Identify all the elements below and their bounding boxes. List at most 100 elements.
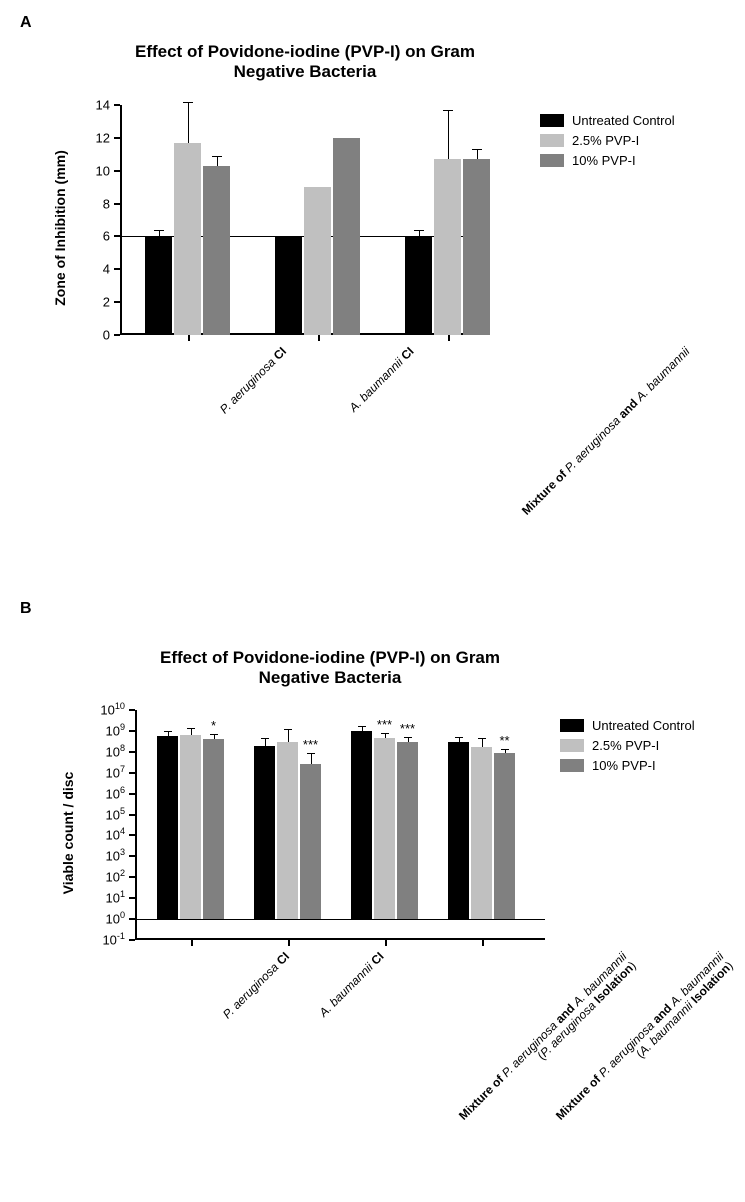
bar — [157, 736, 178, 919]
x-tick — [318, 335, 320, 341]
panel-a-title: Effect of Povidone-iodine (PVP-I) on Gra… — [95, 42, 515, 81]
y-tick — [114, 301, 120, 303]
panel-b-ylabel: Viable count / disc — [60, 772, 76, 895]
bar — [351, 731, 372, 919]
significance-annotation: * — [211, 718, 216, 733]
y-tick — [129, 834, 135, 836]
bar — [463, 159, 490, 335]
error-cap — [284, 729, 292, 730]
bar — [174, 143, 201, 335]
bar — [180, 735, 201, 919]
legend-swatch-lightgray — [540, 134, 564, 147]
error-bar — [191, 728, 192, 735]
panel-a-y-axis — [120, 105, 122, 335]
panel-b-x-axis — [135, 938, 545, 940]
error-bar — [217, 156, 218, 166]
error-cap — [154, 230, 164, 231]
y-tick-label: 101 — [105, 891, 125, 906]
legend-swatch-gray-b — [560, 759, 584, 772]
legend-label-untreated: Untreated Control — [572, 113, 675, 128]
x-tick-label: Mixture of P. aeruginosa and A. baumanni… — [519, 345, 691, 517]
legend-item-pvp25: 2.5% PVP-I — [540, 130, 675, 150]
panel-a-title-line2: Negative Bacteria — [234, 62, 377, 81]
y-tick — [114, 137, 120, 139]
legend-label-untreated-b: Untreated Control — [592, 718, 695, 733]
error-bar — [288, 729, 289, 743]
legend-label-pvp10-b: 10% PVP-I — [592, 758, 656, 773]
x-tick-label: A. baumannii CI — [347, 345, 416, 414]
x-tick-label: A. baumannii CI — [317, 950, 386, 1019]
panel-a-legend: Untreated Control 2.5% PVP-I 10% PVP-I — [540, 110, 675, 170]
bar — [275, 236, 302, 335]
legend-swatch-black-b — [560, 719, 584, 732]
error-cap — [212, 156, 222, 157]
reference-line — [135, 919, 545, 920]
y-tick-label: 107 — [105, 765, 125, 780]
y-tick — [129, 772, 135, 774]
error-cap — [210, 734, 218, 735]
bar — [254, 746, 275, 920]
y-tick-label: 10-1 — [102, 933, 125, 948]
error-cap — [501, 749, 509, 750]
y-tick-label: 105 — [105, 807, 125, 822]
error-cap — [187, 728, 195, 729]
y-tick — [114, 170, 120, 172]
y-tick-label: 12 — [96, 130, 110, 145]
x-tick — [448, 335, 450, 341]
significance-annotation: *** — [303, 737, 318, 752]
panel-b-title-line1: Effect of Povidone-iodine (PVP-I) on Gra… — [160, 648, 500, 667]
y-tick — [129, 730, 135, 732]
y-tick-label: 108 — [105, 744, 125, 759]
x-tick — [482, 940, 484, 946]
error-cap — [261, 738, 269, 739]
panel-b-title-line2: Negative Bacteria — [259, 668, 402, 687]
x-tick-label: P. aeruginosa CI — [217, 345, 288, 416]
legend-item-pvp10: 10% PVP-I — [540, 150, 675, 170]
y-tick-label: 109 — [105, 723, 125, 738]
bar — [145, 236, 172, 335]
y-tick-label: 14 — [96, 98, 110, 113]
y-tick — [129, 751, 135, 753]
x-tick-label: Mixture of P. aeruginosa and A. baumanni… — [456, 950, 637, 1131]
y-tick-label: 100 — [105, 912, 125, 927]
panel-b-legend: Untreated Control 2.5% PVP-I 10% PVP-I — [560, 715, 695, 775]
y-tick-label: 10 — [96, 163, 110, 178]
bar — [494, 753, 515, 919]
legend-item-untreated: Untreated Control — [540, 110, 675, 130]
x-tick-label: Mixture of P. aeruginosa and A. baumanni… — [553, 950, 734, 1131]
legend-label-pvp25-b: 2.5% PVP-I — [592, 738, 659, 753]
x-tick — [191, 940, 193, 946]
panel-a-ylabel: Zone of Inhibition (mm) — [52, 150, 68, 306]
y-tick — [129, 814, 135, 816]
error-cap — [443, 110, 453, 111]
significance-annotation: ** — [499, 733, 509, 748]
y-tick — [114, 268, 120, 270]
bar — [471, 747, 492, 920]
bar — [304, 187, 331, 335]
panel-a-plot: 02468101214P. aeruginosa CIA. baumannii … — [120, 105, 490, 335]
bar — [434, 159, 461, 335]
x-tick — [288, 940, 290, 946]
legend-swatch-lightgray-b — [560, 739, 584, 752]
y-tick — [129, 897, 135, 899]
bar — [203, 166, 230, 335]
error-cap — [307, 753, 315, 754]
y-tick-label: 102 — [105, 870, 125, 885]
figure-page: A Effect of Povidone-iodine (PVP-I) on G… — [0, 0, 745, 1202]
y-tick — [129, 876, 135, 878]
legend-label-pvp25: 2.5% PVP-I — [572, 133, 639, 148]
y-tick — [114, 104, 120, 106]
x-tick — [188, 335, 190, 341]
error-bar — [482, 738, 483, 746]
error-cap — [381, 733, 389, 734]
legend-item-pvp10-b: 10% PVP-I — [560, 755, 695, 775]
y-tick — [129, 709, 135, 711]
legend-swatch-black — [540, 114, 564, 127]
significance-annotation: *** — [377, 717, 392, 732]
bar — [203, 739, 224, 919]
error-cap — [478, 738, 486, 739]
error-cap — [358, 726, 366, 727]
bar — [333, 138, 360, 335]
y-tick-label: 8 — [103, 196, 110, 211]
panel-b-y-axis — [135, 710, 137, 940]
